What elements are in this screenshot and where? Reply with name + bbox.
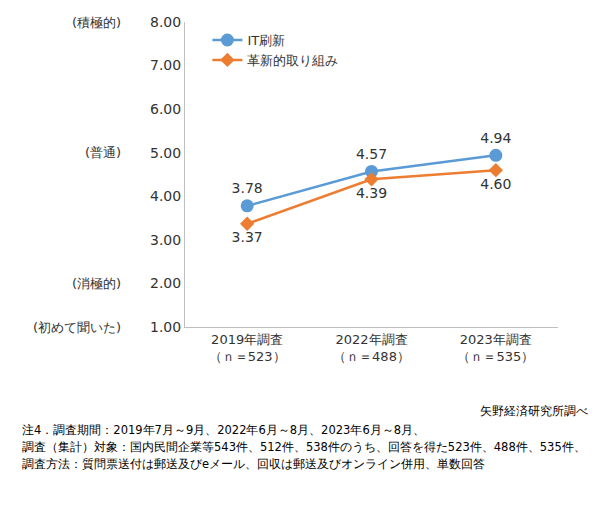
svg-text:4.57: 4.57 — [356, 146, 387, 162]
svg-text:6.00: 6.00 — [150, 101, 181, 117]
svg-text:(消極的): (消極的) — [72, 276, 121, 291]
html-text:注4．調査期間：2019年7月～9月、2022年6月～8月、: 注4．調査期間：2019年7月～9月、2022年6月～8月、2023年6月～8月… — [22, 423, 425, 437]
html-text:矢野経済研究所調べ: 矢野経済研究所調べ — [480, 404, 588, 418]
svg-text:8.00: 8.00 — [150, 14, 181, 30]
svg-text:3.78: 3.78 — [232, 180, 263, 196]
svg-text:1.00: 1.00 — [150, 319, 181, 335]
svg-text:4.39: 4.39 — [356, 185, 387, 201]
svg-text:2019年調査（ｎ＝523）: 2019年調査（ｎ＝523） — [209, 332, 286, 364]
svg-text:(普通): (普通) — [85, 145, 121, 160]
html-text:調査（集計）対象：国内民間企業等543件、512件、538件: 調査（集計）対象：国内民間企業等543件、512件、538件のうち、回答を得た5… — [22, 440, 586, 454]
svg-text:IT刷新: IT刷新 — [247, 33, 285, 48]
svg-text:4.60: 4.60 — [480, 176, 511, 192]
svg-text:5.00: 5.00 — [150, 145, 181, 161]
svg-text:4.94: 4.94 — [480, 130, 511, 146]
html-text:調査方法：質問票送付は郵送及びeメール、回収は郵送及びオンラ: 調査方法：質問票送付は郵送及びeメール、回収は郵送及びオンライン併用、単数回答 — [22, 457, 486, 471]
svg-text:3.37: 3.37 — [232, 229, 263, 245]
svg-text:(積極的): (積極的) — [72, 15, 121, 30]
svg-text:革新的取り組み: 革新的取り組み — [247, 53, 338, 68]
svg-text:2.00: 2.00 — [150, 275, 181, 291]
svg-text:(初めて聞いた): (初めて聞いた) — [33, 320, 121, 335]
svg-text:3.00: 3.00 — [150, 232, 181, 248]
svg-text:2022年調査（ｎ＝488）: 2022年調査（ｎ＝488） — [333, 332, 410, 364]
svg-text:4.00: 4.00 — [150, 188, 181, 204]
svg-text:2023年調査（ｎ＝535）: 2023年調査（ｎ＝535） — [457, 332, 534, 364]
svg-text:7.00: 7.00 — [150, 57, 181, 73]
